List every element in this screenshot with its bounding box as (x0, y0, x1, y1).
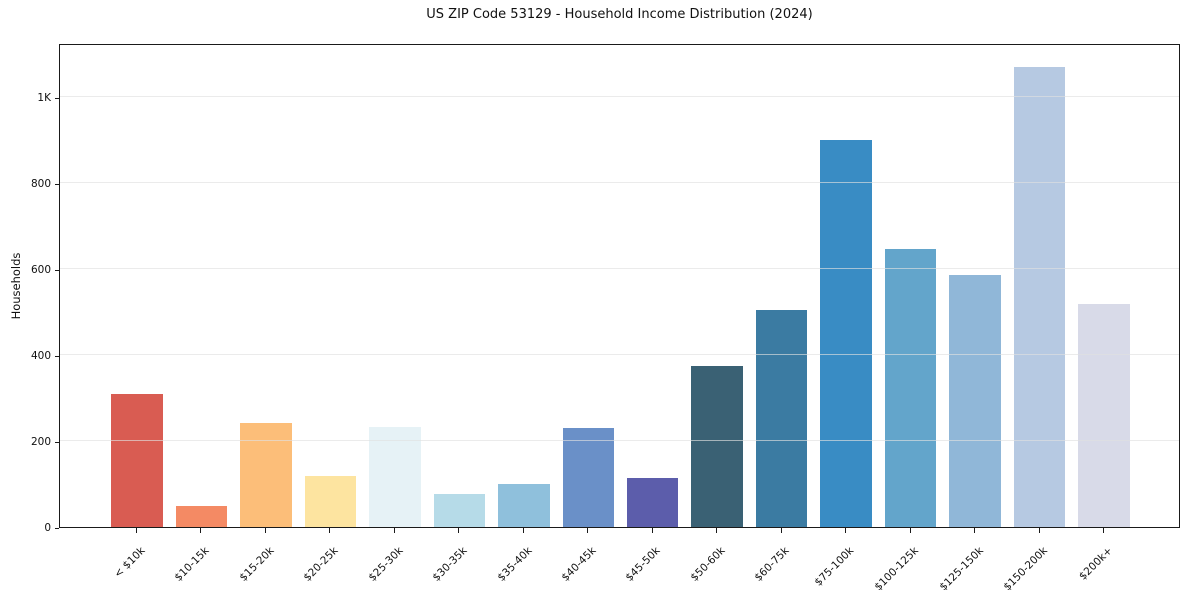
x-tick-label: $20-25k (301, 544, 341, 584)
x-tick-label: $50-60k (688, 544, 728, 584)
gridline (60, 268, 1179, 270)
y-tick-mark (55, 442, 59, 443)
bar (949, 274, 1001, 527)
x-tick-label: $15-20k (236, 544, 277, 584)
x-tick-label: $60-75k (752, 544, 792, 584)
gridline (60, 440, 1179, 441)
x-tick-label: < $10k (111, 544, 148, 581)
bar (884, 248, 937, 527)
x-tick-mark (329, 528, 331, 533)
bar (498, 484, 550, 527)
y-tick-label: 200 (30, 436, 51, 448)
y-tick-mark (55, 98, 59, 100)
bar (433, 494, 486, 527)
x-tick-mark (135, 528, 137, 533)
chart-title: US ZIP Code 53129 - Household Income Dis… (426, 7, 813, 22)
x-tick-label: $35-40k (494, 544, 535, 584)
bar (1078, 303, 1130, 527)
x-tick-mark (264, 528, 266, 533)
y-tick-label: 0 (44, 522, 51, 534)
x-tick-mark (974, 528, 976, 533)
bar (369, 427, 421, 527)
y-tick-label: 800 (30, 178, 51, 191)
bar (691, 365, 743, 527)
gridline (60, 182, 1179, 184)
x-tick-mark (716, 528, 718, 533)
x-tick-mark (200, 528, 202, 533)
x-tick-label: $75-100k (812, 544, 857, 589)
x-tick-mark (458, 528, 460, 533)
x-tick-label: $30-35k (430, 544, 470, 584)
bar (175, 506, 228, 527)
x-tick-label: $40-45k (559, 544, 599, 584)
x-tick-mark (522, 528, 524, 533)
x-tick-mark (587, 528, 589, 533)
x-tick-label: $10-15k (172, 544, 212, 584)
gridline (60, 96, 1179, 98)
y-tick-mark (55, 184, 59, 186)
bar (111, 393, 163, 527)
x-tick-label: $25-30k (365, 544, 406, 584)
x-tick-mark (909, 528, 911, 533)
x-tick-mark (1038, 528, 1040, 533)
y-tick-label: 600 (30, 264, 51, 277)
bar (562, 428, 615, 527)
bar (1013, 67, 1066, 527)
x-tick-label: $45-50k (623, 544, 663, 584)
x-tick-label: $100-125k (872, 544, 921, 590)
x-tick-mark (845, 528, 847, 533)
bar (755, 309, 808, 527)
plot-area (59, 44, 1180, 528)
x-tick-label: $125-150k (936, 544, 986, 590)
x-tick-mark (651, 528, 653, 533)
bar (820, 140, 872, 527)
x-tick-mark (1103, 528, 1105, 533)
bar (240, 423, 292, 527)
gridline (60, 354, 1179, 356)
bar (304, 476, 357, 527)
y-tick-mark (55, 528, 59, 529)
x-tick-mark (780, 528, 782, 533)
y-tick-mark (55, 270, 59, 272)
y-tick-label: 1K (37, 92, 51, 105)
y-tick-label: 400 (30, 350, 51, 363)
x-tick-label: $200k+ (1076, 544, 1115, 583)
bar (626, 478, 679, 527)
y-tick-mark (55, 356, 59, 358)
x-tick-mark (393, 528, 395, 533)
x-tick-label: $150-200k (1001, 544, 1050, 590)
